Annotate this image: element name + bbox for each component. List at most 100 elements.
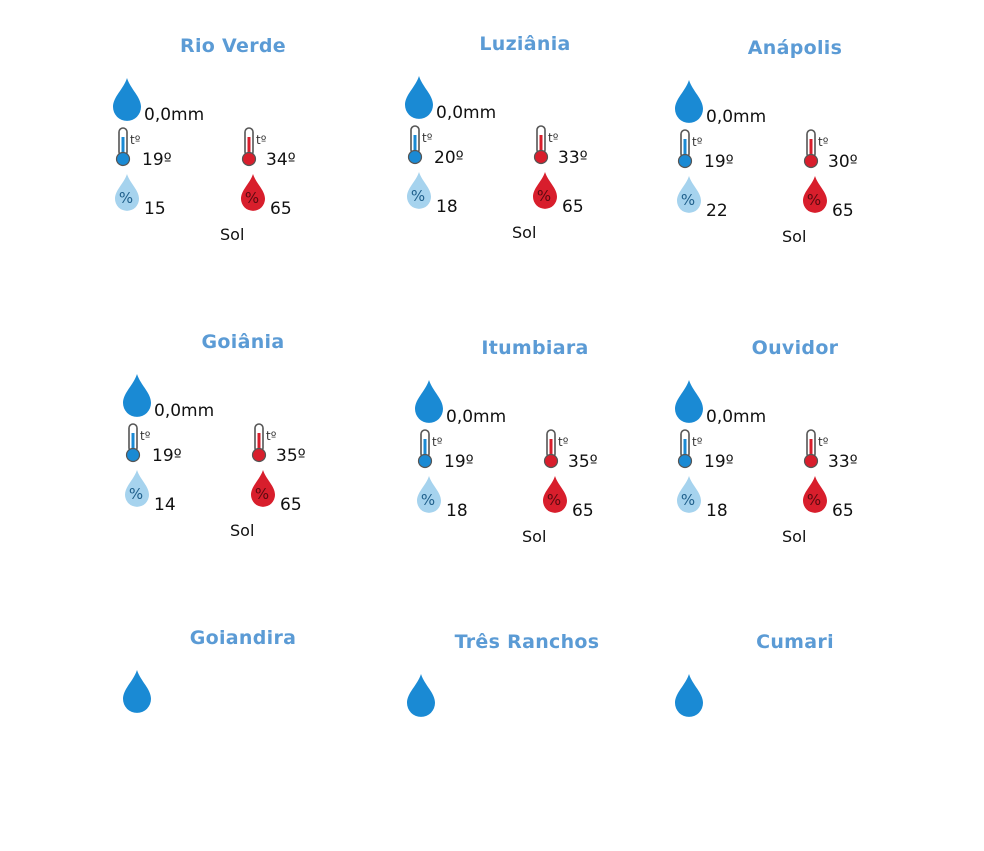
city-name: Goiandira	[189, 627, 297, 649]
rain-value: 0,0mm	[144, 105, 205, 125]
temp-min-value: 19º	[704, 452, 734, 472]
thermometer-cold-icon: tº	[676, 429, 703, 474]
svg-text:%: %	[807, 191, 821, 209]
rain-drop-icon	[112, 77, 142, 126]
svg-text:%: %	[807, 491, 821, 509]
humidity-high-icon: %	[542, 475, 568, 518]
thermometer-hot-icon: tº	[240, 127, 267, 172]
temp-min-value: 19º	[444, 452, 474, 472]
city-name: Anápolis	[747, 37, 843, 59]
humidity-low-icon: %	[114, 173, 140, 216]
humidity-low-icon: %	[416, 475, 442, 518]
city-name: Goiânia	[201, 331, 285, 353]
svg-text:tº: tº	[548, 131, 558, 145]
rain-drop-icon	[404, 75, 434, 124]
svg-text:%: %	[537, 187, 551, 205]
city-card: Goiandira	[118, 627, 368, 847]
svg-text:tº: tº	[432, 435, 442, 449]
thermometer-cold-icon: tº	[676, 129, 703, 174]
svg-text:tº: tº	[422, 131, 432, 145]
condition-label: Sol	[220, 225, 245, 244]
svg-text:tº: tº	[130, 133, 140, 147]
temp-max-value: 34º	[266, 150, 296, 170]
svg-text:tº: tº	[818, 135, 828, 149]
city-name: Luziânia	[479, 33, 571, 55]
thermometer-hot-icon: tº	[250, 423, 277, 468]
city-card: Goiânia 0,0mm tº 19º tº 35º % 14 % 65 So…	[118, 331, 368, 551]
humidity-low-icon: %	[406, 171, 432, 214]
rain-drop-icon	[122, 669, 152, 718]
svg-text:tº: tº	[266, 429, 276, 443]
rain-value: 0,0mm	[436, 103, 497, 123]
temp-max-value: 30º	[828, 152, 858, 172]
city-card: Luziânia 0,0mm tº 20º tº 33º % 18 % 65 S…	[400, 33, 650, 253]
svg-text:tº: tº	[558, 435, 568, 449]
svg-text:tº: tº	[692, 435, 702, 449]
rain-drop-icon	[674, 379, 704, 428]
svg-text:tº: tº	[140, 429, 150, 443]
temp-max-value: 35º	[276, 446, 306, 466]
city-card: Cumari	[670, 631, 920, 851]
city-card: Rio Verde 0,0mm tº 19º tº 34º % 15 % 65 …	[108, 35, 358, 255]
svg-text:%: %	[411, 187, 425, 205]
weather-grid: Rio Verde 0,0mm tº 19º tº 34º % 15 % 65 …	[108, 33, 920, 717]
svg-text:%: %	[547, 491, 561, 509]
svg-text:%: %	[681, 191, 695, 209]
thermometer-hot-icon: tº	[542, 429, 569, 474]
humidity-high-icon: %	[532, 171, 558, 214]
svg-text:%: %	[255, 485, 269, 503]
svg-text:%: %	[129, 485, 143, 503]
svg-text:tº: tº	[256, 133, 266, 147]
svg-text:%: %	[119, 189, 133, 207]
temp-max-value: 35º	[568, 452, 598, 472]
temp-min-value: 19º	[704, 152, 734, 172]
rain-value: 0,0mm	[706, 107, 767, 127]
thermometer-cold-icon: tº	[124, 423, 151, 468]
thermometer-cold-icon: tº	[416, 429, 443, 474]
rain-drop-icon	[406, 673, 436, 722]
humidity-high-icon: %	[802, 475, 828, 518]
condition-label: Sol	[782, 227, 807, 246]
humidity-max-value: 65	[572, 501, 594, 521]
temp-max-value: 33º	[558, 148, 588, 168]
humidity-min-value: 18	[436, 197, 458, 217]
temp-max-value: 33º	[828, 452, 858, 472]
humidity-high-icon: %	[802, 175, 828, 218]
city-name: Cumari	[756, 631, 834, 653]
rain-drop-icon	[674, 673, 704, 722]
rain-value: 0,0mm	[154, 401, 215, 421]
humidity-min-value: 14	[154, 495, 176, 515]
condition-label: Sol	[782, 527, 807, 546]
thermometer-cold-icon: tº	[114, 127, 141, 172]
condition-label: Sol	[512, 223, 537, 242]
humidity-min-value: 15	[144, 199, 166, 219]
humidity-min-value: 18	[706, 501, 728, 521]
svg-text:%: %	[681, 491, 695, 509]
city-name: Três Ranchos	[454, 631, 600, 653]
thermometer-hot-icon: tº	[802, 129, 829, 174]
rain-drop-icon	[414, 379, 444, 428]
svg-text:tº: tº	[818, 435, 828, 449]
rain-drop-icon	[122, 373, 152, 422]
humidity-high-icon: %	[240, 173, 266, 216]
city-name: Rio Verde	[180, 35, 286, 57]
temp-min-value: 20º	[434, 148, 464, 168]
condition-label: Sol	[522, 527, 547, 546]
svg-text:%: %	[245, 189, 259, 207]
humidity-low-icon: %	[676, 475, 702, 518]
humidity-high-icon: %	[250, 469, 276, 512]
city-name: Ouvidor	[751, 337, 839, 359]
humidity-max-value: 65	[280, 495, 302, 515]
rain-value: 0,0mm	[706, 407, 767, 427]
humidity-min-value: 18	[446, 501, 468, 521]
city-name: Itumbiara	[481, 337, 589, 359]
humidity-max-value: 65	[832, 201, 854, 221]
city-card: Anápolis 0,0mm tº 19º tº 30º % 22 % 65 S…	[670, 37, 920, 257]
condition-label: Sol	[230, 521, 255, 540]
humidity-low-icon: %	[124, 469, 150, 512]
city-card: Três Ranchos	[402, 631, 652, 851]
humidity-max-value: 65	[562, 197, 584, 217]
humidity-max-value: 65	[832, 501, 854, 521]
rain-value: 0,0mm	[446, 407, 507, 427]
city-card: Itumbiara 0,0mm tº 19º tº 35º % 18 % 65 …	[410, 337, 660, 557]
